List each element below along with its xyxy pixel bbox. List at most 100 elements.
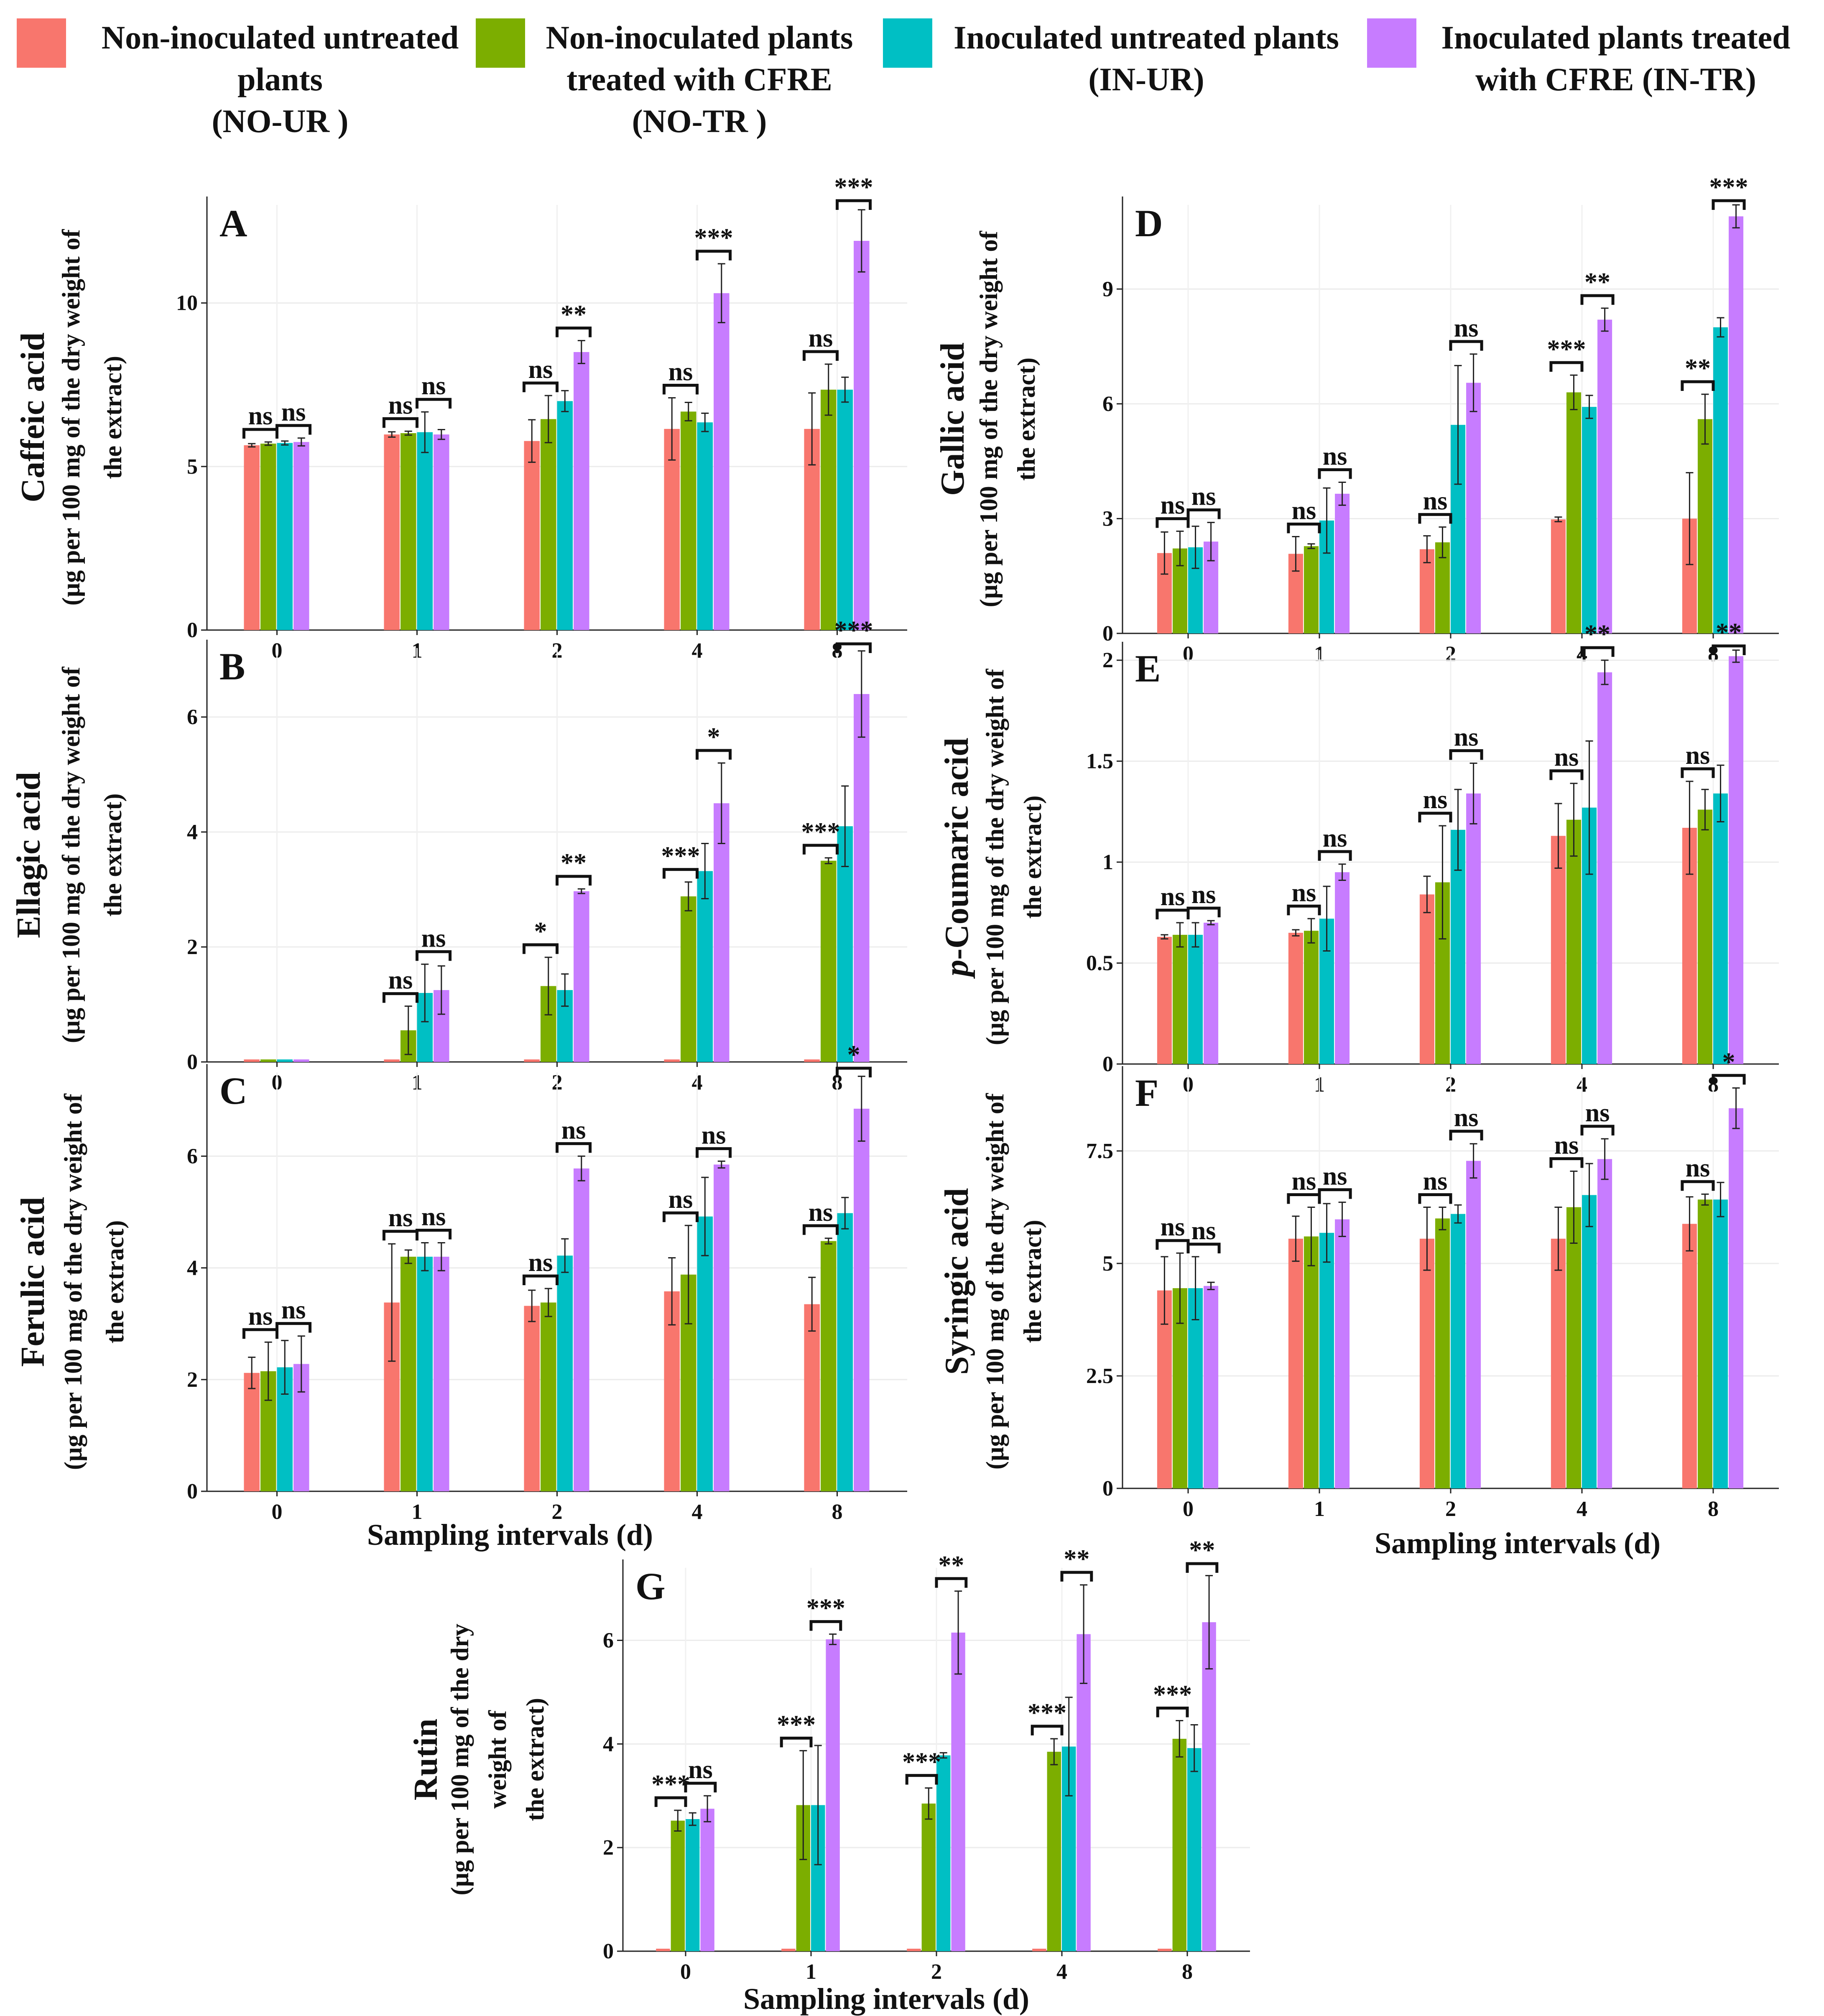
significance-label: ns (809, 1198, 833, 1227)
bar-no-tr (1566, 392, 1581, 633)
significance-bracket (416, 1228, 452, 1240)
x-tick-label: 8 (832, 1500, 843, 1524)
y-axis-title: Ellagic acid (10, 772, 47, 938)
significance-bracket (522, 381, 559, 393)
bar-in-tr (1597, 672, 1612, 1064)
x-tick-label: 1 (806, 1960, 816, 1984)
significance-label: ns (1292, 878, 1316, 907)
bar-in-tr (1335, 493, 1350, 633)
significance-bracket (1549, 1157, 1584, 1168)
y-axis-subtitle: the extract) (101, 1220, 129, 1344)
bar-in-tr (1077, 1634, 1091, 1951)
bar-no-ur (804, 1059, 820, 1062)
significance-label: *** (1709, 173, 1748, 202)
y-axis-subtitle: weight of (484, 1710, 511, 1809)
bar-no-ur (1288, 933, 1303, 1064)
significance-bracket (276, 424, 312, 435)
significance-label: *** (806, 1594, 845, 1623)
y-axis-title: Gallic acid (934, 342, 971, 496)
x-tick-label: 4 (1056, 1960, 1067, 1984)
bar-no-tr (400, 433, 416, 630)
significance-bracket (662, 868, 699, 879)
y-tick-label: 2 (187, 1368, 198, 1392)
y-tick-label: 2 (603, 1836, 614, 1860)
legend-swatch-in-ur (883, 18, 932, 68)
significance-bracket (1318, 1188, 1352, 1199)
bar-no-tr (1304, 546, 1319, 633)
significance-bracket (416, 950, 452, 961)
significance-bracket (1549, 769, 1584, 780)
bar-in-tr (1597, 319, 1612, 633)
y-axis-title: Ferulic acid (15, 1197, 51, 1367)
bar-in-tr (1204, 1286, 1219, 1488)
y-tick-label: 9 (1102, 277, 1113, 301)
x-axis-label-left: Sampling intervals (d) (367, 1518, 653, 1552)
bar-no-ur (384, 434, 400, 630)
significance-label: *** (902, 1748, 941, 1776)
significance-label: ns (1191, 482, 1216, 511)
bar-in-ur (936, 1755, 951, 1951)
bar-no-ur (1682, 1224, 1697, 1488)
bar-in-tr (1202, 1622, 1216, 1951)
bar-in-tr (714, 293, 730, 630)
significance-bracket (662, 1211, 699, 1222)
significance-label: *** (1153, 1681, 1192, 1709)
significance-bracket (1418, 1193, 1452, 1204)
y-tick-label: 6 (187, 1144, 198, 1168)
bar-in-tr (1204, 922, 1219, 1064)
panel-label-e: E (1135, 647, 1161, 690)
significance-label: ** (938, 1551, 964, 1580)
bar-no-ur (1419, 894, 1434, 1064)
significance-label: ns (1323, 442, 1347, 471)
significance-label: *** (1547, 335, 1586, 363)
significance-bracket (276, 1322, 312, 1333)
bar-in-tr (714, 1164, 730, 1491)
significance-bracket (836, 642, 872, 653)
significance-bracket (1186, 508, 1221, 519)
significance-bracket (780, 1736, 813, 1748)
significance-bracket (1156, 1239, 1190, 1250)
legend-label-no-tr: Non-inoculated plants treated with CFRE … (546, 19, 853, 139)
y-axis-subtitle: the extract) (1019, 1220, 1046, 1343)
bar-in-ur (697, 1216, 713, 1491)
bar-in-tr (1729, 1108, 1744, 1488)
bar-in-ur (557, 1256, 573, 1491)
bar-no-tr (671, 1820, 685, 1951)
significance-bracket (802, 350, 839, 361)
significance-bracket (1287, 522, 1321, 533)
significance-label: ns (1423, 487, 1448, 515)
y-axis-subtitle: (µg per 100 mg of the dry (446, 1623, 474, 1895)
significance-bracket (556, 1142, 592, 1153)
significance-label: ns (1423, 786, 1448, 814)
bar-no-tr (1697, 419, 1712, 633)
significance-label: ns (688, 1756, 713, 1784)
x-tick-label: 1 (412, 1500, 423, 1524)
significance-label: ns (702, 1121, 726, 1149)
significance-bracket (1186, 906, 1221, 918)
significance-label: ns (1323, 1162, 1347, 1191)
y-tick-label: 5 (1102, 1252, 1113, 1276)
x-tick-label: 8 (1708, 1497, 1719, 1521)
bar-in-ur (837, 1213, 853, 1491)
legend-swatch-no-ur (17, 18, 66, 68)
bar-no-ur (664, 429, 680, 630)
y-axis-subtitle: (µg per 100 mg of the dry weight of (981, 669, 1009, 1045)
bar-in-ur (1582, 1195, 1597, 1488)
significance-bracket (1060, 1571, 1093, 1582)
significance-label: ns (281, 1296, 306, 1324)
significance-bracket (242, 428, 278, 439)
significance-bracket (1156, 517, 1190, 528)
significance-label: ns (1454, 1104, 1479, 1132)
y-tick-label: 5 (187, 455, 198, 479)
bar-no-tr (820, 1241, 837, 1491)
significance-bracket (522, 1274, 559, 1286)
significance-label: * (847, 1041, 860, 1069)
significance-bracket (1549, 361, 1584, 372)
significance-bracket (802, 844, 839, 855)
significance-label: ns (1423, 1167, 1448, 1195)
y-axis-subtitle: (µg per 100 mg of the dry weight of (57, 666, 85, 1043)
bar-in-tr (293, 442, 309, 630)
